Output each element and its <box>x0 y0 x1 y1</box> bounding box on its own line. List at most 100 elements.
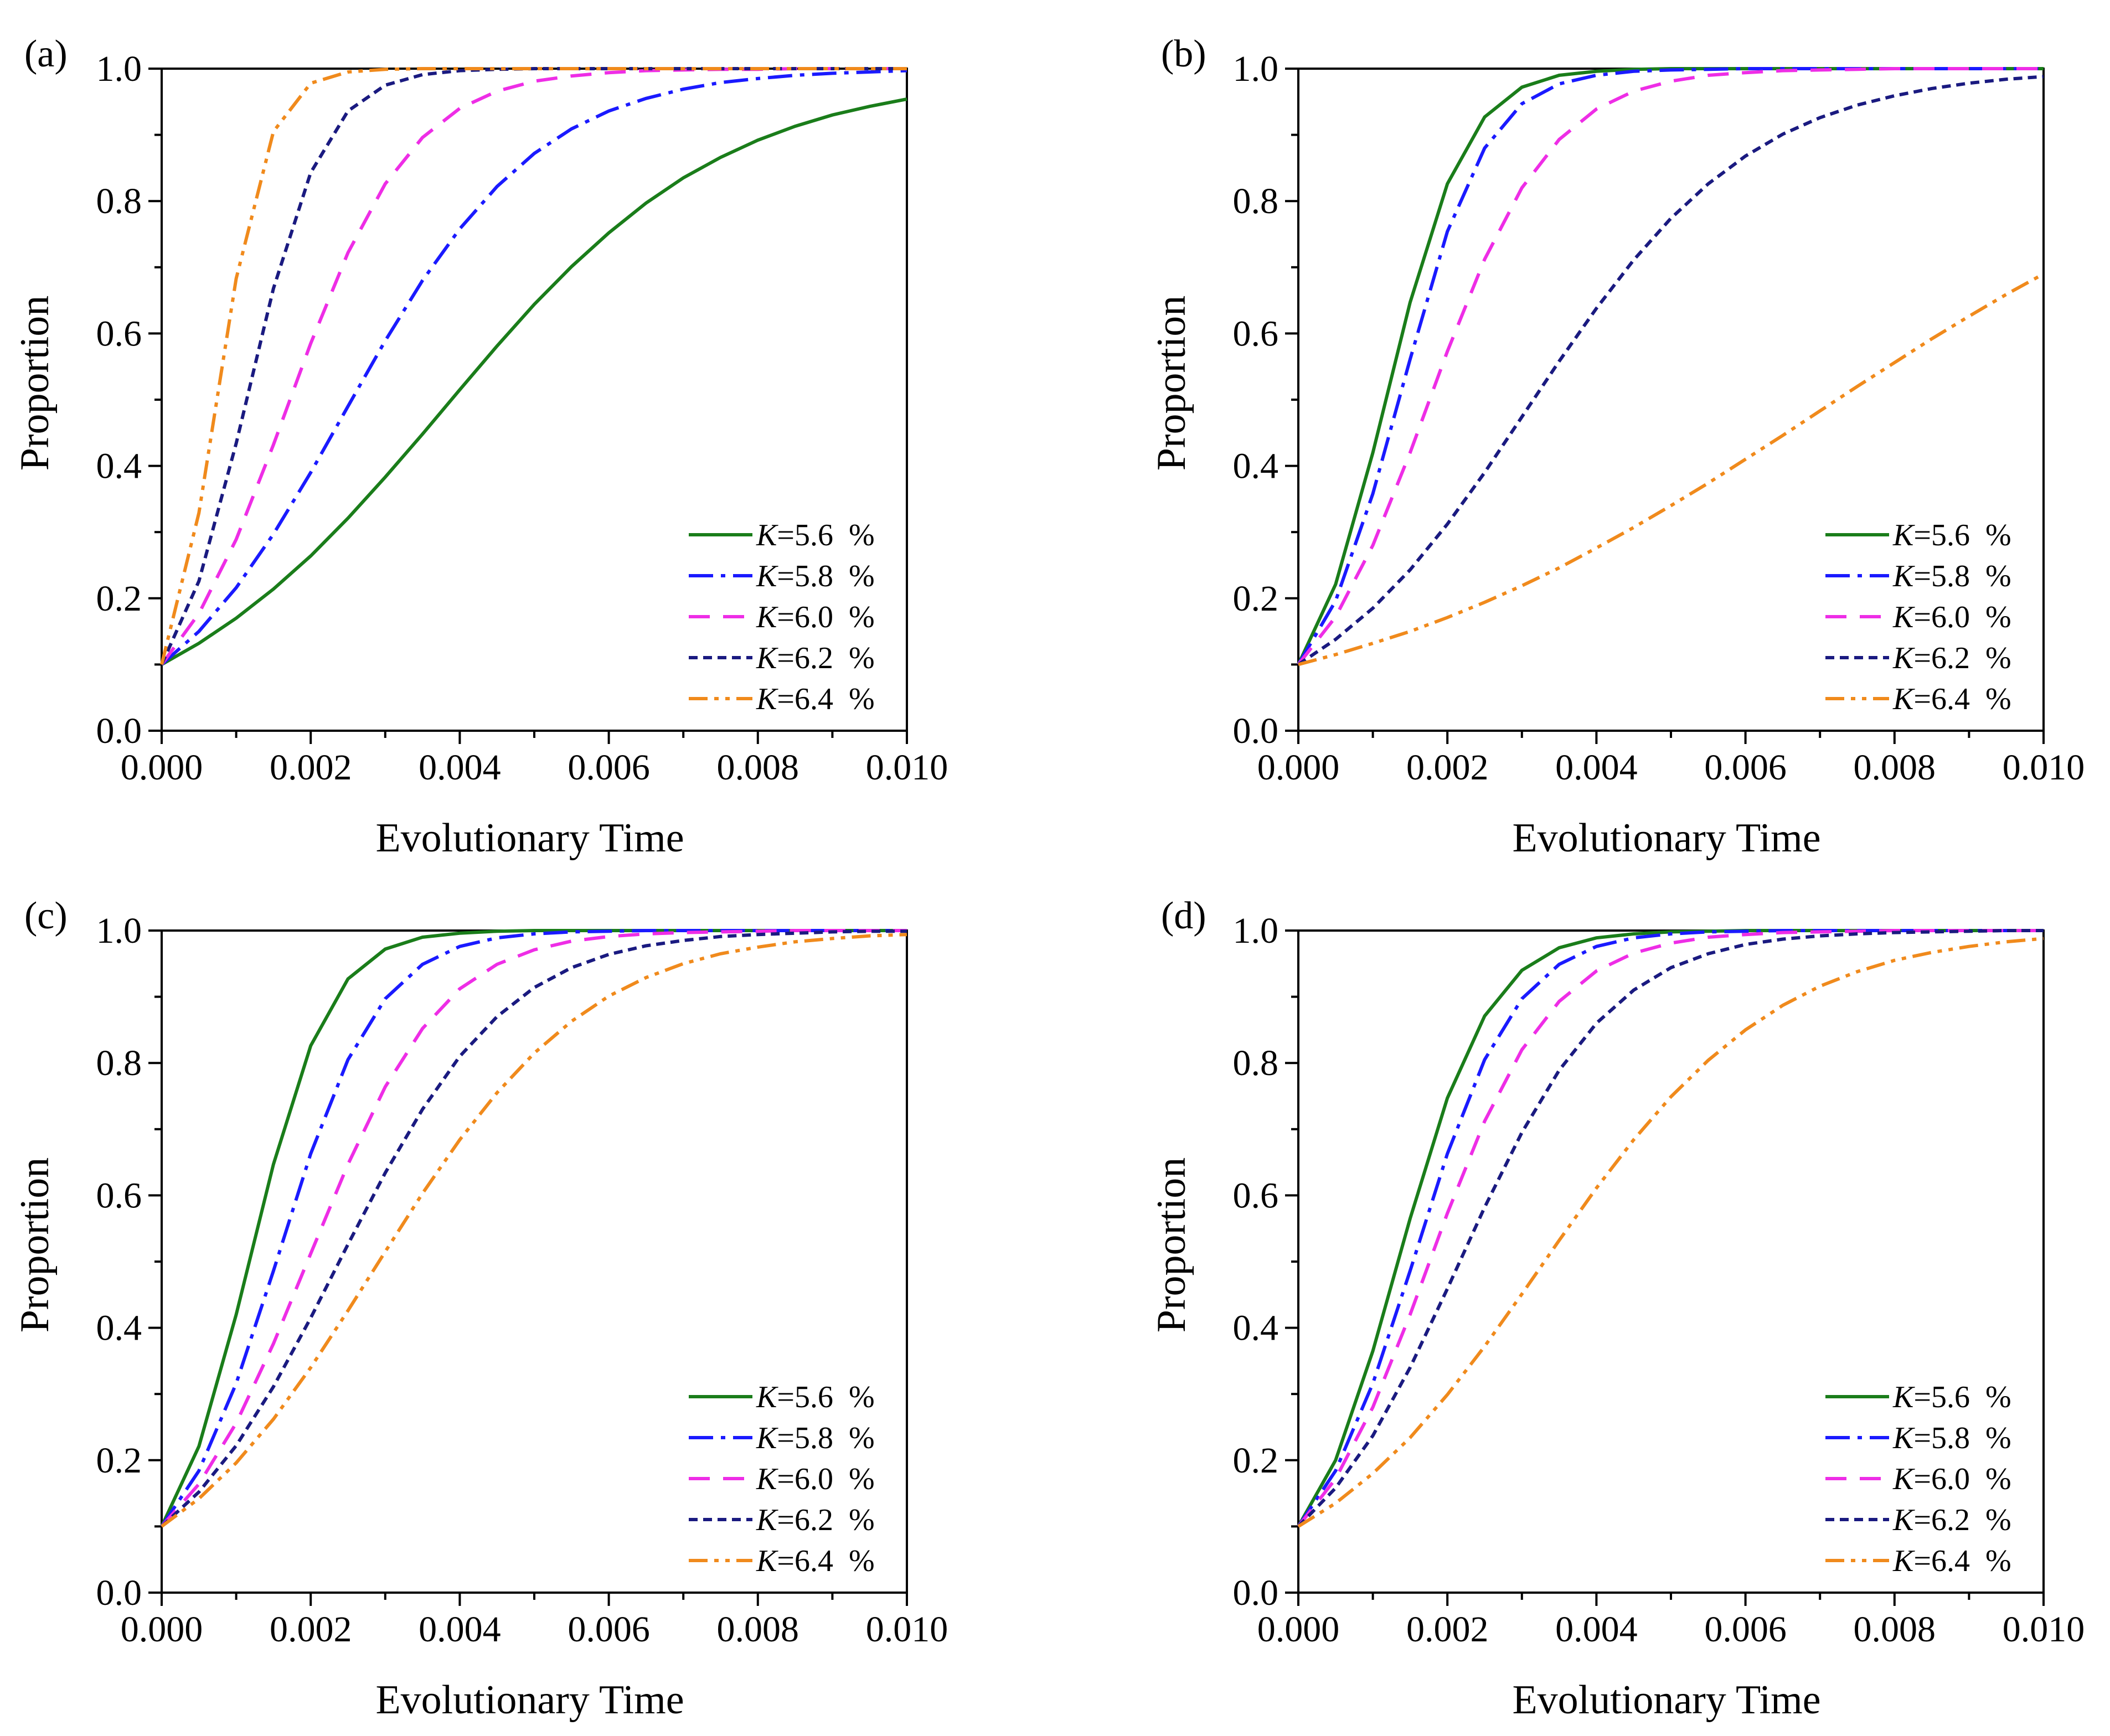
y-tick-label: 1.0 <box>1233 911 1279 951</box>
legend-label: K=5.6 % <box>1892 518 2011 552</box>
x-tick-label: 0.000 <box>121 747 203 788</box>
y-tick-label: 0.2 <box>1233 578 1279 619</box>
y-tick-label: 0.0 <box>96 711 142 751</box>
legend-label: K=5.8 % <box>756 559 875 593</box>
x-tick-label: 0.002 <box>270 747 352 788</box>
x-tick-label: 0.006 <box>1704 1609 1787 1650</box>
x-tick-label: 0.002 <box>1406 1609 1489 1650</box>
y-tick-label: 0.0 <box>1233 1573 1279 1613</box>
y-tick-label: 0.2 <box>96 578 142 619</box>
series-line-4 <box>1297 75 2044 666</box>
series-line-1 <box>161 97 907 666</box>
x-tick-label: 0.010 <box>2003 747 2085 788</box>
y-axis-title: Proportion <box>12 296 58 471</box>
x-tick-label: 0.008 <box>717 747 799 788</box>
y-tick-label: 0.0 <box>96 1573 142 1613</box>
legend-label: K=6.4 % <box>756 682 875 716</box>
x-axis-title: Evolutionary Time <box>375 1677 684 1723</box>
legend-label: K=5.6 % <box>756 518 875 552</box>
x-tick-label: 0.010 <box>2003 1609 2085 1650</box>
legend-label: K=5.8 % <box>756 1421 875 1455</box>
x-tick-label: 0.008 <box>717 1609 799 1650</box>
y-tick-label: 0.4 <box>96 1308 142 1348</box>
x-tick-label: 0.006 <box>568 1609 650 1650</box>
y-tick-label: 1.0 <box>1233 49 1279 89</box>
y-axis-title: Proportion <box>1149 1158 1194 1333</box>
x-axis-title: Evolutionary Time <box>375 815 684 861</box>
legend-label: K=6.2 % <box>1892 1503 2011 1537</box>
chart-panel-1: (a) 0.000 0.002 0.004 0.006 0.008 0.010 0.0 0.2 0… <box>12 33 948 861</box>
series-line-3 <box>160 929 907 1528</box>
y-tick-label: 0.8 <box>1233 1043 1279 1083</box>
x-tick-label: 0.000 <box>121 1609 203 1650</box>
y-tick-label: 0.6 <box>96 1175 142 1216</box>
series-line-5 <box>1298 272 2045 666</box>
y-tick-label: 0.8 <box>96 181 142 221</box>
panel-label: (b) <box>1161 33 1206 75</box>
legend-label: K=6.4 % <box>1892 682 2011 716</box>
y-tick-label: 0.2 <box>1233 1440 1279 1481</box>
x-tick-label: 0.006 <box>568 747 650 788</box>
y-axis-title: Proportion <box>12 1158 58 1333</box>
series-line-2 <box>1297 67 2044 665</box>
series-line-3 <box>1297 929 2044 1528</box>
legend-label: K=5.8 % <box>1892 1421 2011 1455</box>
x-tick-label: 0.004 <box>1555 1609 1638 1650</box>
legend-label: K=5.8 % <box>1892 559 2011 593</box>
y-axis-title: Proportion <box>1149 296 1194 471</box>
y-tick-label: 0.4 <box>1233 446 1279 487</box>
y-tick-label: 1.0 <box>96 49 142 89</box>
series-line-2 <box>161 69 907 666</box>
x-tick-label: 0.000 <box>1257 1609 1340 1650</box>
x-tick-label: 0.010 <box>866 747 948 788</box>
chart-panel-4: (d) 0.000 0.002 0.004 0.006 0.008 0.010 0.0 0.2 0… <box>1149 895 2085 1723</box>
x-tick-label: 0.008 <box>1854 747 1936 788</box>
panel-label: (d) <box>1161 895 1206 937</box>
panel-label: (c) <box>24 895 68 937</box>
y-tick-label: 0.8 <box>96 1043 142 1083</box>
legend-label: K=6.4 % <box>756 1544 875 1578</box>
series-line-5 <box>161 933 907 1528</box>
series-line-3 <box>1297 67 2044 666</box>
legend-label: K=6.2 % <box>1892 641 2011 675</box>
x-axis-title: Evolutionary Time <box>1512 815 1820 861</box>
legend-label: K=6.0 % <box>1892 1462 2011 1496</box>
x-tick-label: 0.000 <box>1257 747 1340 788</box>
x-tick-label: 0.010 <box>866 1609 948 1650</box>
x-axis-title: Evolutionary Time <box>1512 1677 1820 1723</box>
y-tick-label: 0.4 <box>1233 1308 1279 1348</box>
y-tick-label: 0.6 <box>96 313 142 354</box>
y-tick-label: 0.6 <box>1233 1175 1279 1216</box>
panel-label: (a) <box>24 33 68 75</box>
legend-label: K=6.2 % <box>756 641 875 675</box>
series-line-5 <box>1297 937 2044 1528</box>
series-line-4 <box>160 67 907 665</box>
chart-panel-2: (b) 0.000 0.002 0.004 0.006 0.008 0.010 0.0 0.2 0… <box>1149 33 2085 861</box>
x-tick-label: 0.006 <box>1704 747 1787 788</box>
x-tick-label: 0.004 <box>419 747 501 788</box>
legend-label: K=6.0 % <box>756 600 875 634</box>
x-tick-label: 0.004 <box>1555 747 1638 788</box>
x-tick-label: 0.002 <box>1406 747 1489 788</box>
y-tick-label: 0.6 <box>1233 313 1279 354</box>
y-tick-label: 1.0 <box>96 911 142 951</box>
x-tick-label: 0.004 <box>419 1609 501 1650</box>
y-tick-label: 0.2 <box>96 1440 142 1481</box>
y-tick-label: 0.8 <box>1233 181 1279 221</box>
x-tick-label: 0.008 <box>1854 1609 1936 1650</box>
chart-panel-3: (c) 0.000 0.002 0.004 0.006 0.008 0.010 0.0 0.2 0… <box>12 895 948 1723</box>
y-tick-label: 0.4 <box>96 446 142 487</box>
y-tick-label: 0.0 <box>1233 711 1279 751</box>
legend-label: K=6.4 % <box>1892 1544 2011 1578</box>
legend-label: K=5.6 % <box>756 1380 875 1414</box>
legend-label: K=6.0 % <box>1892 600 2011 634</box>
series-line-2 <box>160 929 907 1528</box>
series-line-4 <box>1297 929 2044 1528</box>
legend-label: K=6.2 % <box>756 1503 875 1537</box>
series-line-3 <box>160 67 907 666</box>
legend-label: K=5.6 % <box>1892 1380 2011 1414</box>
series-line-4 <box>160 929 907 1528</box>
x-tick-label: 0.002 <box>270 1609 352 1650</box>
legend-label: K=6.0 % <box>756 1462 875 1496</box>
